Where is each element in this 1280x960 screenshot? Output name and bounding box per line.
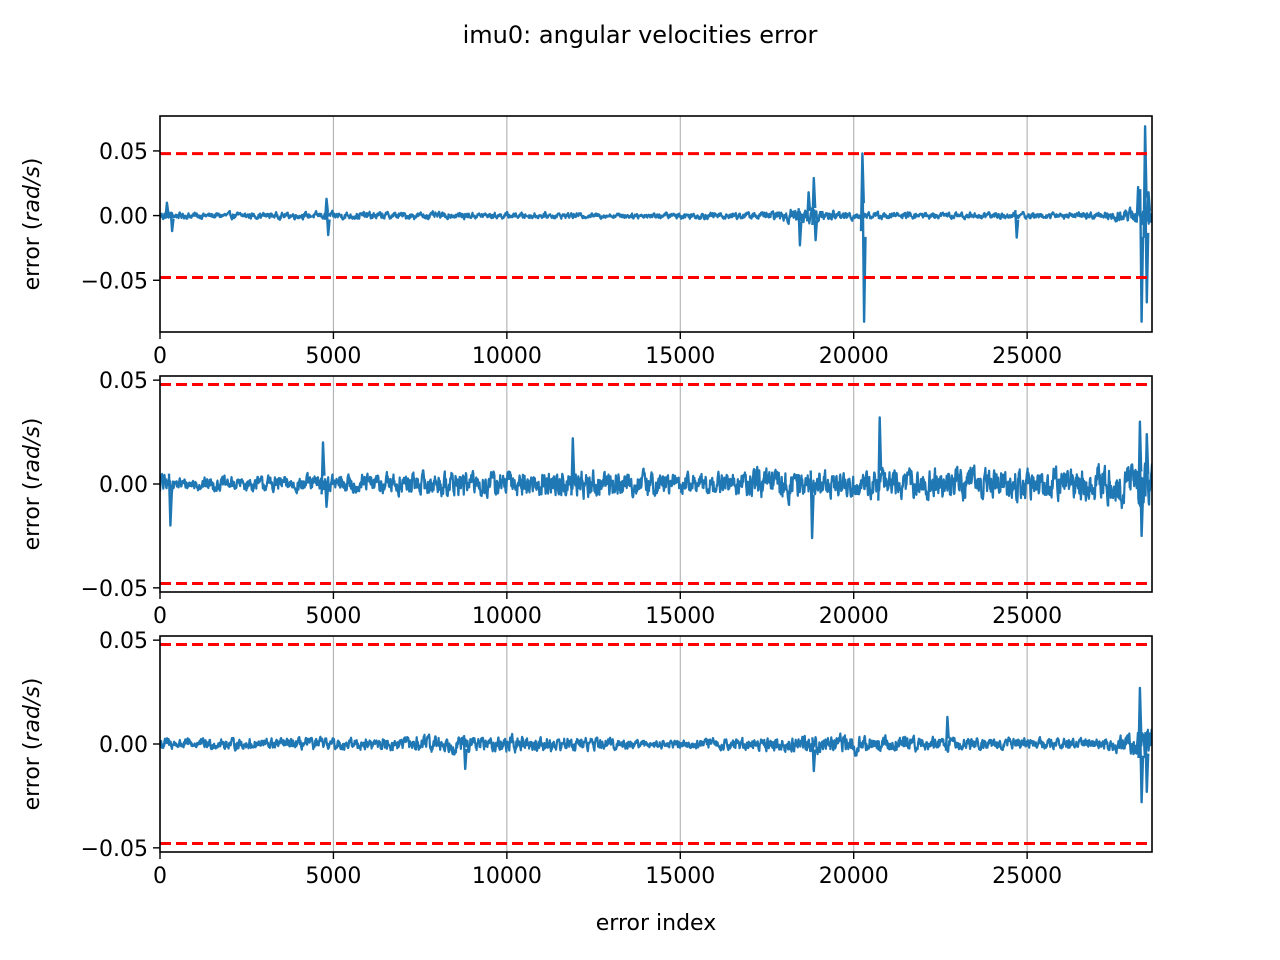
error-spike: [944, 715, 950, 751]
y-tick-label: 0.05: [99, 140, 148, 165]
error-spike: [813, 209, 819, 242]
y-tick-label: −0.05: [81, 577, 148, 602]
x-tick-label: 20000: [819, 864, 889, 889]
error-spike: [809, 470, 815, 540]
x-tick-label: 0: [153, 864, 167, 889]
error-spike: [811, 737, 817, 773]
error-spike: [1144, 732, 1150, 793]
error-spike: [167, 473, 173, 527]
axes-frame: [159, 115, 1153, 333]
error-spike: [320, 441, 326, 495]
error-spike: [570, 437, 576, 496]
x-tick-label: 5000: [305, 604, 361, 629]
x-tick-label: 25000: [992, 344, 1062, 369]
error-spike: [1144, 433, 1150, 497]
y-tick-label: 0.00: [99, 205, 148, 230]
x-tick-label: 15000: [645, 344, 715, 369]
error-series-line: [160, 462, 1152, 510]
error-spike: [164, 201, 170, 219]
figure-title: imu0: angular velocities error: [463, 21, 818, 49]
error-spike: [1139, 470, 1145, 538]
error-spike: [1014, 210, 1020, 239]
error-spike: [811, 176, 817, 226]
x-tick-label: 0: [153, 344, 167, 369]
y-tick-label: 0.00: [99, 733, 148, 758]
error-spike: [806, 191, 812, 222]
error-spike: [462, 737, 468, 771]
y-tick-label: 0.05: [99, 629, 148, 654]
x-tick-label: 5000: [305, 864, 361, 889]
error-series-line: [160, 728, 1152, 759]
x-tick-label: 25000: [992, 604, 1062, 629]
x-tick-label: 0: [153, 604, 167, 629]
subplots: 0 5000 10000 15000 20000 25000 −0.05 0.00 0.05 er…: [20, 115, 1153, 936]
error-spike: [1137, 420, 1143, 500]
y-tick-label: 0.05: [99, 369, 148, 394]
error-spike: [323, 197, 330, 220]
y-tick-label: −0.05: [81, 837, 148, 862]
error-spike: [861, 189, 867, 323]
x-tick-label: 10000: [472, 864, 542, 889]
error-series-line: [160, 205, 1152, 226]
subplot-3: 0 5000 10000 15000 20000 25000 −0.05 0.00 0.05 er…: [20, 629, 1153, 936]
x-tick-label: 15000: [645, 604, 715, 629]
error-spike: [1137, 686, 1143, 759]
x-tick-label: 20000: [819, 604, 889, 629]
y-tick-label: 0.00: [99, 473, 148, 498]
x-tick-label: 10000: [472, 604, 542, 629]
error-spike: [323, 478, 330, 508]
error-spike: [325, 210, 331, 237]
error-spike: [1142, 125, 1148, 238]
subplot-2: 0 5000 10000 15000 20000 25000 −0.05 0.00 0.05 er…: [20, 369, 1153, 629]
error-spike: [859, 152, 865, 232]
subplot-1: 0 5000 10000 15000 20000 25000 −0.05 0.00 0.05 er…: [20, 115, 1153, 369]
error-spike: [1144, 193, 1150, 304]
error-spike: [1139, 189, 1145, 323]
x-axis-label: error index: [596, 911, 716, 936]
error-spike: [1145, 191, 1152, 222]
y-axis-label: error (rad/s): [20, 418, 45, 551]
y-axis-label: error (rad/s): [20, 678, 45, 811]
x-tick-label: 15000: [645, 864, 715, 889]
x-tick-label: 20000: [819, 344, 889, 369]
error-spike: [169, 211, 175, 233]
x-tick-label: 10000: [472, 344, 542, 369]
error-spike: [1135, 185, 1141, 223]
x-tick-label: 5000: [305, 344, 361, 369]
x-tick-label: 25000: [992, 864, 1062, 889]
error-spike: [877, 416, 883, 501]
error-spike: [1139, 729, 1145, 804]
y-tick-label: −0.05: [81, 269, 148, 294]
error-spike: [797, 208, 803, 247]
y-axis-label: error (rad/s): [20, 158, 45, 291]
